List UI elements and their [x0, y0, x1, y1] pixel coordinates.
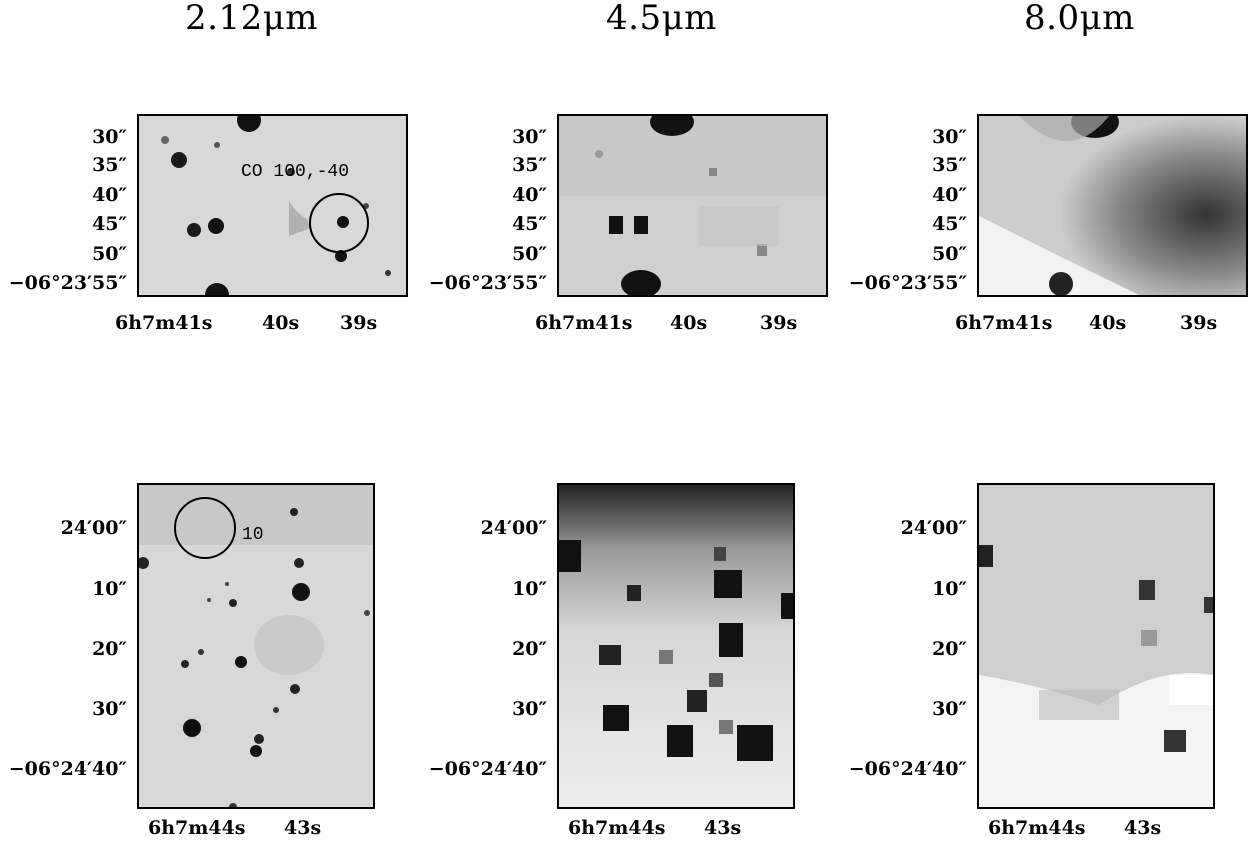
ytick: 20″	[932, 638, 967, 660]
co-annotation: CO 100,-40	[241, 162, 350, 182]
ytick: 30″	[92, 126, 127, 148]
ytick: 45″	[92, 213, 127, 235]
ytick: 50″	[932, 243, 967, 265]
ytick: 10″	[512, 578, 547, 600]
ytick: 40″	[512, 184, 547, 206]
ytick: −06°23′55″	[428, 272, 547, 294]
ytick: 24′00″	[480, 517, 547, 539]
ytick: 35″	[932, 154, 967, 176]
panel-top-4-5um-image	[559, 116, 826, 295]
ytick: 24′00″	[60, 517, 127, 539]
ytick: −06°23′55″	[8, 272, 127, 294]
xtick: 39s	[760, 312, 798, 334]
ytick: 30″	[92, 698, 127, 720]
panel-top-2-12um-image	[139, 116, 406, 295]
xtick: 40s	[670, 312, 708, 334]
source-10-circle-marker	[174, 497, 236, 559]
ytick: 30″	[512, 126, 547, 148]
ytick: 50″	[512, 243, 547, 265]
ytick: 35″	[92, 154, 127, 176]
ytick: 35″	[512, 154, 547, 176]
panel-bottom-8-0um	[977, 483, 1215, 809]
ytick: −06°24′40″	[428, 758, 547, 780]
ytick: 30″	[932, 126, 967, 148]
ytick: 10″	[92, 578, 127, 600]
ytick: 10″	[932, 578, 967, 600]
ytick: 20″	[512, 638, 547, 660]
panel-top-2-12um	[137, 114, 408, 297]
column-title-2-12um: 2.12μm	[185, 0, 319, 38]
xtick: 6h7m41s	[955, 312, 1053, 334]
source-10-annotation: 10	[242, 525, 264, 545]
ytick: 30″	[932, 698, 967, 720]
ytick: 30″	[512, 698, 547, 720]
ytick: 45″	[512, 213, 547, 235]
ytick: 40″	[932, 184, 967, 206]
ytick: −06°23′55″	[848, 272, 967, 294]
panel-bottom-4-5um	[557, 483, 795, 809]
xtick: 39s	[340, 312, 378, 334]
xtick: 6h7m44s	[988, 817, 1086, 839]
xtick: 43s	[1124, 817, 1162, 839]
xtick: 40s	[1089, 312, 1127, 334]
ytick: 50″	[92, 243, 127, 265]
panel-top-8-0um	[977, 114, 1248, 297]
xtick: 6h7m44s	[568, 817, 666, 839]
ytick: 20″	[92, 638, 127, 660]
ytick: 40″	[92, 184, 127, 206]
xtick: 40s	[262, 312, 300, 334]
panel-top-4-5um	[557, 114, 828, 297]
xtick: 43s	[284, 817, 322, 839]
xtick: 6h7m41s	[535, 312, 633, 334]
panel-top-8-0um-image	[979, 116, 1246, 295]
column-title-8-0um: 8.0μm	[1024, 0, 1135, 38]
xtick: 39s	[1180, 312, 1218, 334]
xtick: 6h7m41s	[115, 312, 213, 334]
ytick: 45″	[932, 213, 967, 235]
xtick: 43s	[704, 817, 742, 839]
panel-bottom-8-0um-image	[979, 485, 1213, 807]
ytick: −06°24′40″	[848, 758, 967, 780]
co-circle-marker	[309, 193, 369, 253]
ytick: −06°24′40″	[8, 758, 127, 780]
xtick: 6h7m44s	[148, 817, 246, 839]
ytick: 24′00″	[900, 517, 967, 539]
panel-bottom-4-5um-image	[559, 485, 793, 807]
column-title-4-5um: 4.5μm	[606, 0, 717, 38]
